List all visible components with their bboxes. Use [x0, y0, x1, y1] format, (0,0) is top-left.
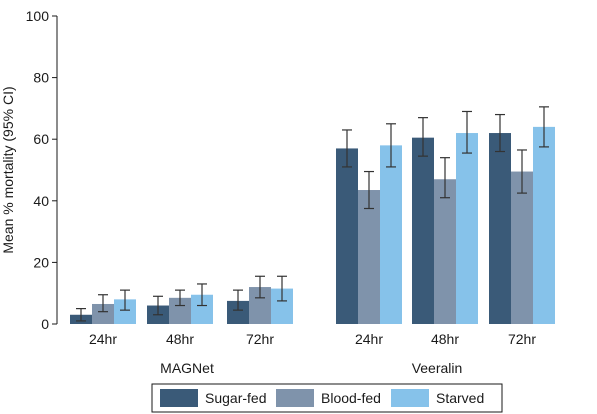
group-label: Veeralin: [412, 360, 463, 376]
bar-magnet-48hr-blood-fed: [169, 297, 191, 324]
y-tick-label: 100: [26, 8, 50, 24]
y-tick-label: 60: [33, 131, 49, 147]
x-tick-label: 24hr: [89, 331, 117, 347]
y-tick-label: 20: [33, 254, 49, 270]
error-bars: [76, 106, 549, 322]
y-tick-label: 0: [41, 316, 49, 332]
x-tick-label: 48hr: [166, 331, 194, 347]
bar-veeralin-24hr-blood-fed: [358, 190, 380, 324]
group-label: MAGNet: [160, 360, 214, 376]
y-tick-label: 80: [33, 70, 49, 86]
legend-label-sugar-fed: Sugar-fed: [205, 390, 266, 406]
legend-swatch-sugar-fed: [160, 389, 198, 407]
bar-magnet-48hr-starved: [191, 294, 213, 324]
legend-swatch-blood-fed: [276, 389, 314, 407]
bar-veeralin-48hr-starved: [456, 133, 478, 324]
y-axis-label: Mean % mortality (95% CI): [0, 86, 16, 253]
bar-magnet-24hr-blood-fed: [92, 303, 114, 324]
bar-magnet-72hr-sugar-fed: [227, 300, 249, 324]
x-tick-label: 72hr: [508, 331, 536, 347]
bar-veeralin-72hr-blood-fed: [511, 171, 533, 324]
bar-veeralin-48hr-blood-fed: [434, 179, 456, 324]
bars: [70, 126, 555, 324]
x-axis: 24hr 48hr 72hr MAGNet 24hr 48hr 72hr Veeralin: [89, 331, 536, 376]
legend-label-blood-fed: Blood-fed: [321, 390, 381, 406]
x-tick-label: 72hr: [246, 331, 274, 347]
bar-magnet-24hr-starved: [114, 299, 136, 324]
legend: Sugar-fed Blood-fed Starved: [151, 383, 503, 413]
bar-veeralin-24hr-sugar-fed: [336, 148, 358, 324]
legend-swatch-starved: [391, 389, 429, 407]
bar-veeralin-72hr-sugar-fed: [489, 133, 511, 324]
bar-veeralin-24hr-starved: [380, 145, 402, 324]
x-tick-label: 48hr: [431, 331, 459, 347]
x-tick-label: 24hr: [355, 331, 383, 347]
legend-box: [151, 383, 503, 413]
bar-veeralin-72hr-starved: [533, 126, 555, 324]
bar-veeralin-48hr-sugar-fed: [412, 137, 434, 324]
y-tick-label: 40: [33, 193, 49, 209]
bar-magnet-72hr-blood-fed: [249, 287, 271, 324]
y-axis: 0 20 40 60 80 100: [26, 8, 58, 332]
bar-magnet-72hr-starved: [271, 288, 293, 324]
legend-label-starved: Starved: [436, 390, 484, 406]
